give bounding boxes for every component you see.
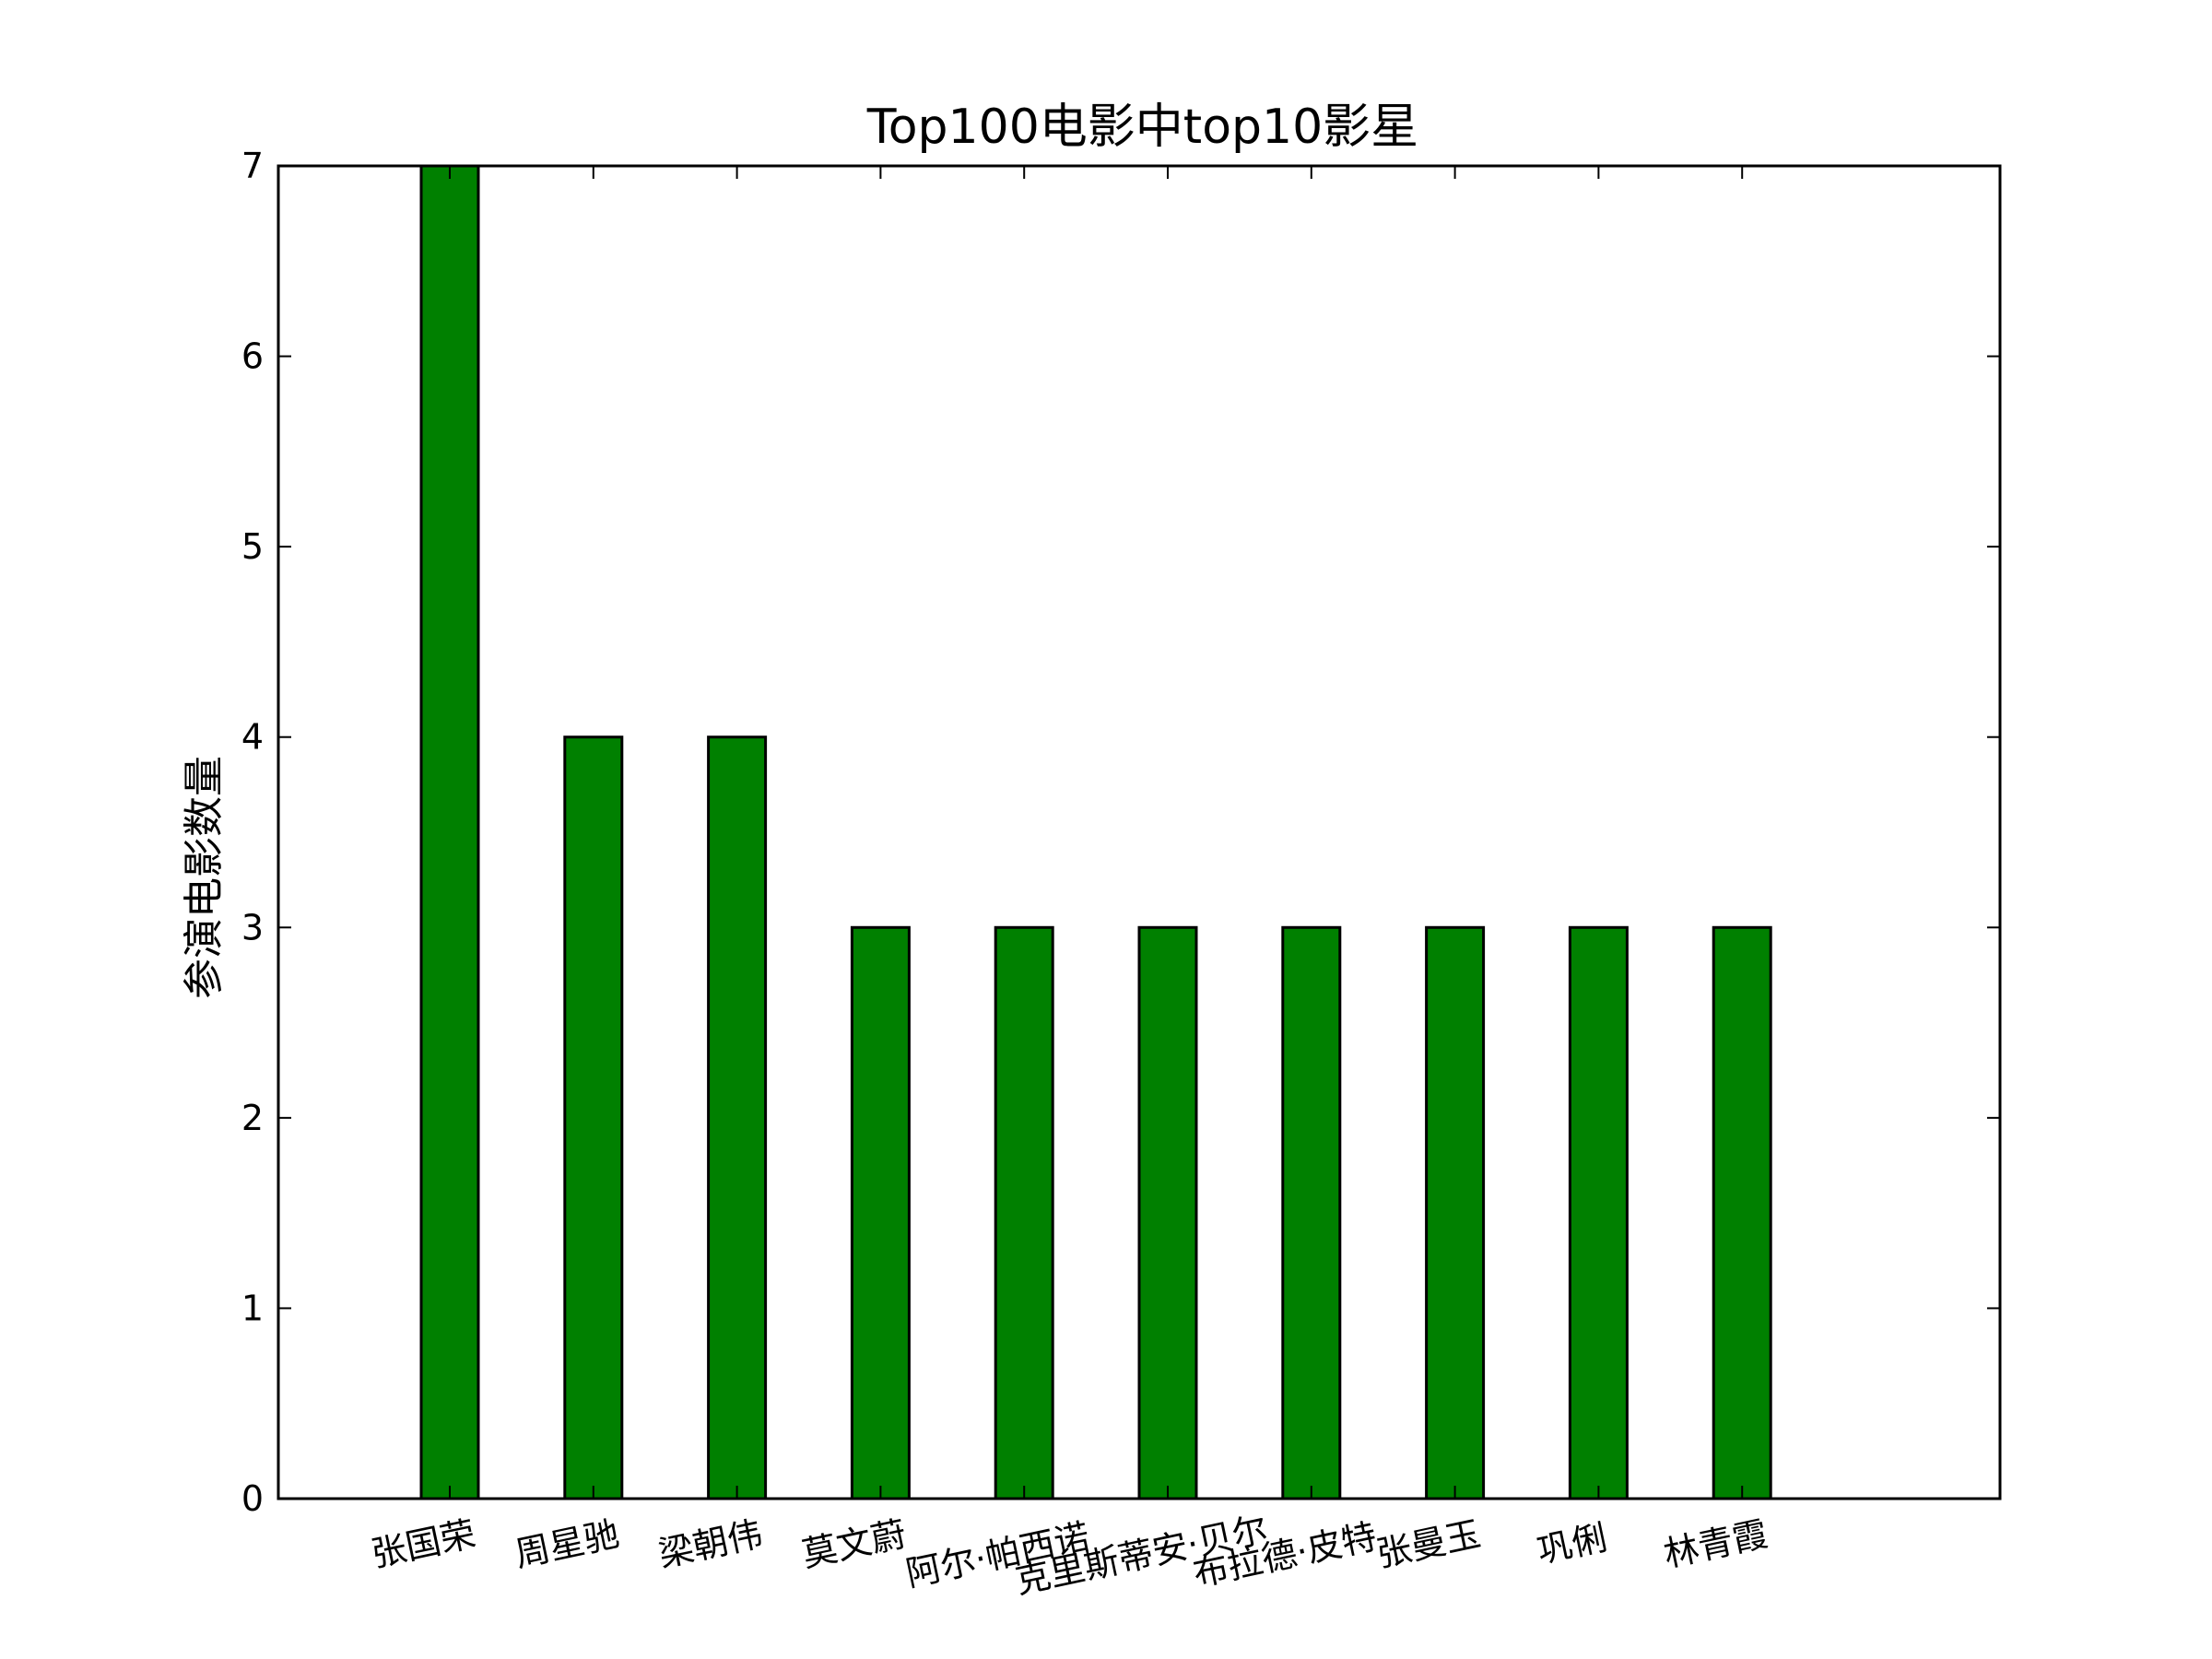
bar-1: [563, 735, 624, 1500]
x-tick-label-2: 梁朝伟: [655, 1513, 767, 1575]
y-tick-labels: 0 1 2 3 4 5 6 7: [241, 146, 264, 1519]
bars-group: [419, 164, 1772, 1500]
bar-8: [1568, 925, 1629, 1500]
x-tick-label-9: 林青霞: [1660, 1513, 1771, 1575]
x-tick-label-8: 巩俐: [1534, 1517, 1611, 1571]
y-tick-label-5: 5: [241, 526, 264, 567]
y-tick-label-2: 2: [241, 1098, 264, 1138]
x-tick-label-0: 张国荣: [368, 1513, 479, 1575]
x-tick-label-7: 张曼玉: [1373, 1513, 1485, 1575]
y-tick-label-1: 1: [241, 1288, 264, 1328]
chart-title: Top100电影中top10影星: [866, 100, 1418, 155]
y-axis-label: 参演电影数量: [181, 756, 228, 999]
bar-0: [419, 164, 480, 1500]
x-tick-label-3: 莫文蔚: [798, 1513, 910, 1575]
bar-7: [1425, 925, 1486, 1500]
y-tick-label-0: 0: [241, 1478, 264, 1519]
bar-4: [994, 925, 1054, 1500]
axis-ticks: [278, 165, 2000, 1500]
bar-2: [707, 735, 768, 1500]
y-tick-label-7: 7: [241, 146, 264, 186]
bar-6: [1281, 925, 1342, 1500]
x-tick-label-1: 周星驰: [512, 1513, 623, 1575]
plot-frame: [276, 164, 2002, 1500]
y-tick-label-3: 3: [241, 907, 264, 947]
bar-5: [1137, 925, 1198, 1500]
y-tick-label-6: 6: [241, 336, 264, 377]
y-tick-label-4: 4: [241, 717, 264, 758]
bar-9: [1712, 925, 1772, 1500]
bar-3: [850, 925, 911, 1500]
